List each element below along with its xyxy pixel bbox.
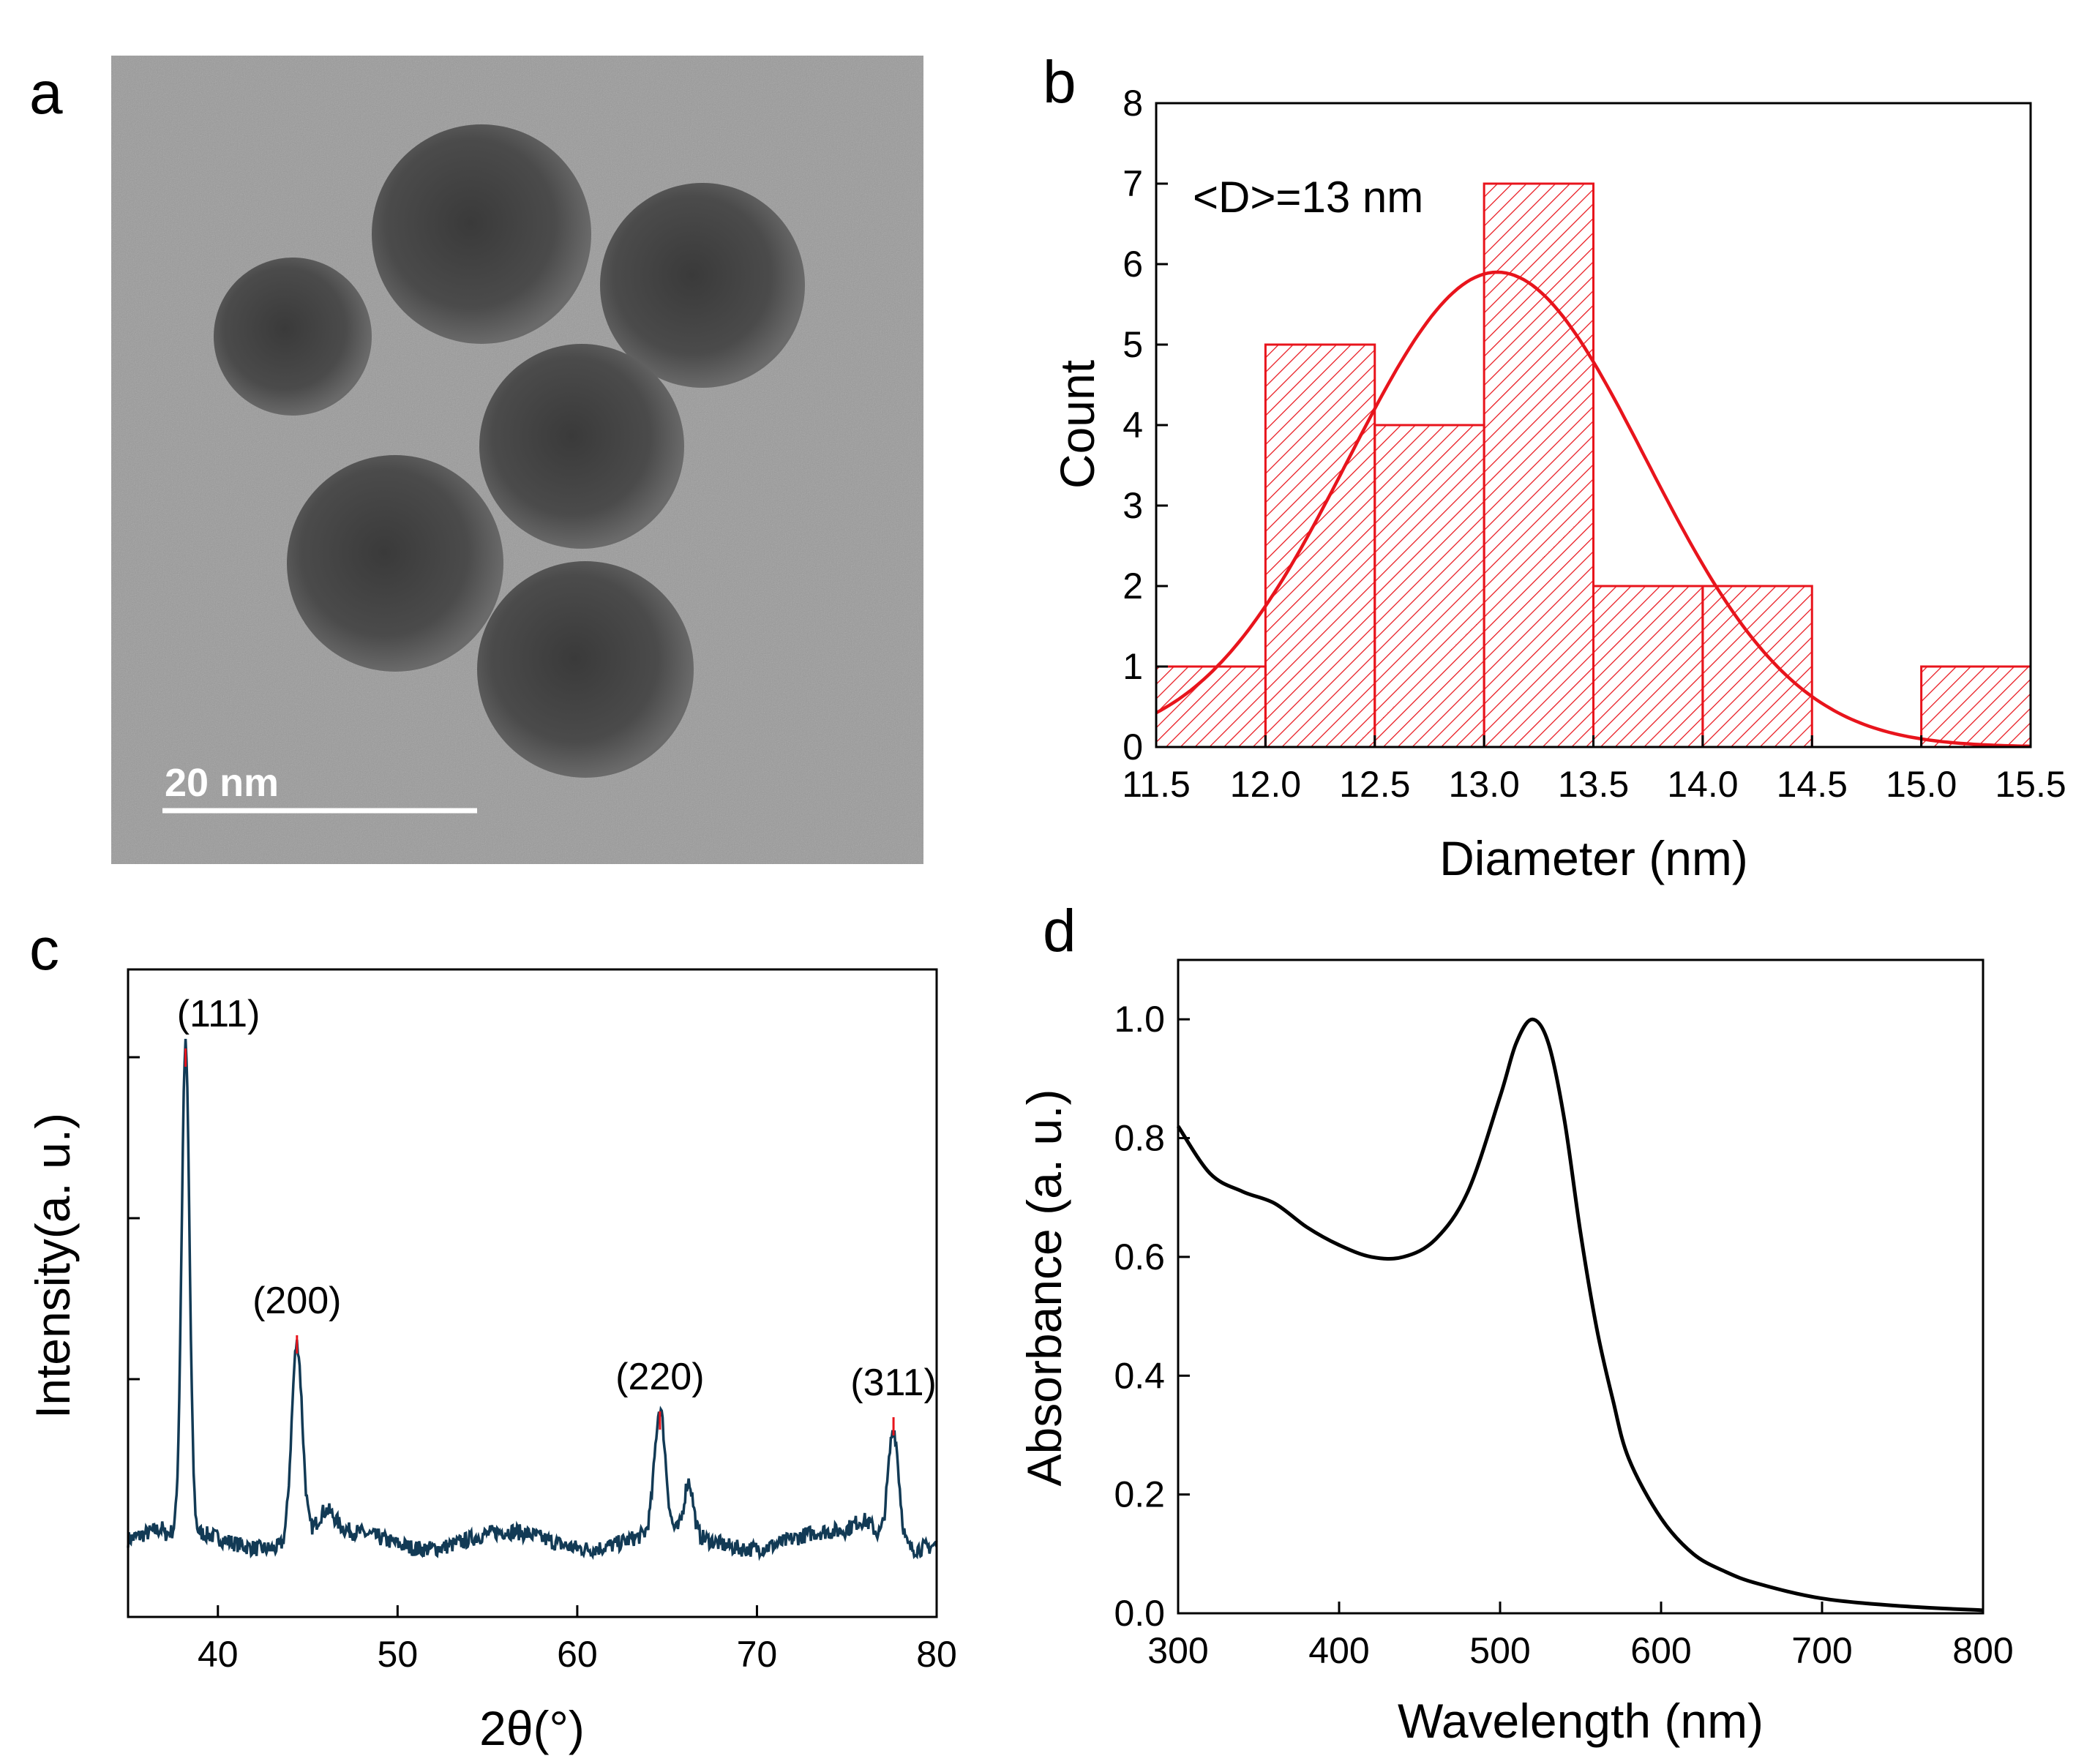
scale-bar-label: 20 nm (165, 761, 279, 805)
y-axis-title-c: Intensity(a. u.) (26, 1113, 80, 1419)
y-axis-title-d: Absorbance (a. u.) (1017, 1089, 1071, 1487)
nanoparticle (372, 124, 591, 344)
gaussian-fit-curve (1155, 270, 2031, 748)
histogram-bar (1373, 424, 1485, 748)
histogram-bar (1920, 665, 2032, 748)
panel-c-label: c (29, 916, 59, 983)
nanoparticle (214, 258, 372, 416)
histogram-bar (1155, 665, 1267, 748)
x-tick-label-b: 11.5 (1122, 764, 1191, 805)
y-tick-label-b: 1 (1123, 646, 1143, 687)
nanoparticle (479, 344, 684, 549)
y-tick-label-b: 6 (1123, 244, 1143, 285)
absorbance-spectrum-line (1176, 1017, 1984, 1613)
x-tick-label-c: 50 (378, 1634, 419, 1675)
histogram-bar (1701, 585, 1813, 748)
y-tick-label-d: 0.0 (1114, 1593, 1165, 1634)
peak-label: (311) (850, 1362, 937, 1404)
histogram-annotation: <D>=13 nm (1193, 173, 1423, 222)
histogram-bar (1592, 585, 1704, 748)
nanoparticle (287, 455, 503, 672)
panel-a: a 20 nm (29, 56, 923, 864)
y-tick-label-d: 0.2 (1114, 1474, 1165, 1515)
x-tick-label-b: 15.0 (1886, 764, 1957, 805)
panel-a-label: a (29, 60, 63, 127)
panel-d-label: d (1043, 898, 1076, 964)
y-tick-label-b: 4 (1123, 405, 1143, 446)
histogram-bar (1483, 182, 1594, 748)
panel-d: d 300 400 500 600 700 800 0.0 0.2 0.4 0.6 0.8 1.0 A… (1017, 898, 2014, 1748)
nanoparticle (477, 561, 694, 778)
x-axis-title-d: Wavelength (nm) (1398, 1694, 1764, 1748)
x-axis-title-c: 2θ(°) (479, 1701, 585, 1755)
panel-b-label: b (1043, 49, 1076, 116)
y-tick-label-d: 0.6 (1114, 1236, 1165, 1277)
x-tick-label-b: 13.5 (1558, 764, 1629, 805)
x-tick-label-d: 800 (1952, 1630, 2013, 1671)
x-tick-label-c: 70 (737, 1634, 778, 1675)
plot-frame-c (127, 968, 938, 1618)
x-tick-label-d: 700 (1791, 1630, 1852, 1671)
x-tick-label-b: 12.0 (1230, 764, 1301, 805)
x-tick-label-c: 80 (916, 1634, 957, 1675)
y-tick-label-b: 7 (1123, 163, 1143, 204)
y-tick-label-d: 1.0 (1114, 999, 1165, 1040)
y-tick-label-b: 2 (1123, 566, 1143, 607)
x-axis-title-b: Diameter (nm) (1439, 831, 1748, 885)
x-tick-label-d: 600 (1630, 1630, 1691, 1671)
panel-b: b 11.5 12.0 12.5 13.0 13.5 14.0 14.5 15.0 15.5 0 1… (1043, 49, 2066, 885)
x-tick-label-b: 14.0 (1667, 764, 1738, 805)
panel-c: c (111) (200) (220) (311) 40 50 60 70 80 Intens… (26, 916, 957, 1755)
nanoparticle (600, 183, 805, 388)
xrd-pattern-line (127, 1038, 938, 1561)
x-tick-label-d: 400 (1308, 1630, 1369, 1671)
x-tick-label-b: 12.5 (1339, 764, 1410, 805)
plot-frame-d (1177, 958, 1985, 1615)
peak-label: (220) (615, 1356, 704, 1398)
y-tick-label-d: 0.8 (1114, 1118, 1165, 1159)
y-tick-label-b: 0 (1123, 727, 1143, 767)
x-tick-label-b: 13.0 (1448, 764, 1519, 805)
y-tick-label-d: 0.4 (1114, 1355, 1165, 1396)
y-tick-label-b: 8 (1123, 83, 1143, 124)
y-axis-title-b: Count (1050, 360, 1104, 489)
x-tick-label-c: 60 (557, 1634, 598, 1675)
y-tick-label-b: 5 (1123, 324, 1143, 365)
x-tick-label-c: 40 (198, 1634, 239, 1675)
x-tick-label-d: 500 (1469, 1630, 1530, 1671)
peak-label: (200) (252, 1280, 341, 1322)
x-tick-label-b: 14.5 (1777, 764, 1848, 805)
x-tick-label-b: 15.5 (1995, 764, 2066, 805)
peak-label: (111) (177, 993, 261, 1035)
histogram-bar (1264, 343, 1376, 748)
x-tick-label-d: 300 (1147, 1630, 1208, 1671)
y-tick-label-b: 3 (1123, 485, 1143, 526)
tem-image: 20 nm (111, 56, 923, 864)
